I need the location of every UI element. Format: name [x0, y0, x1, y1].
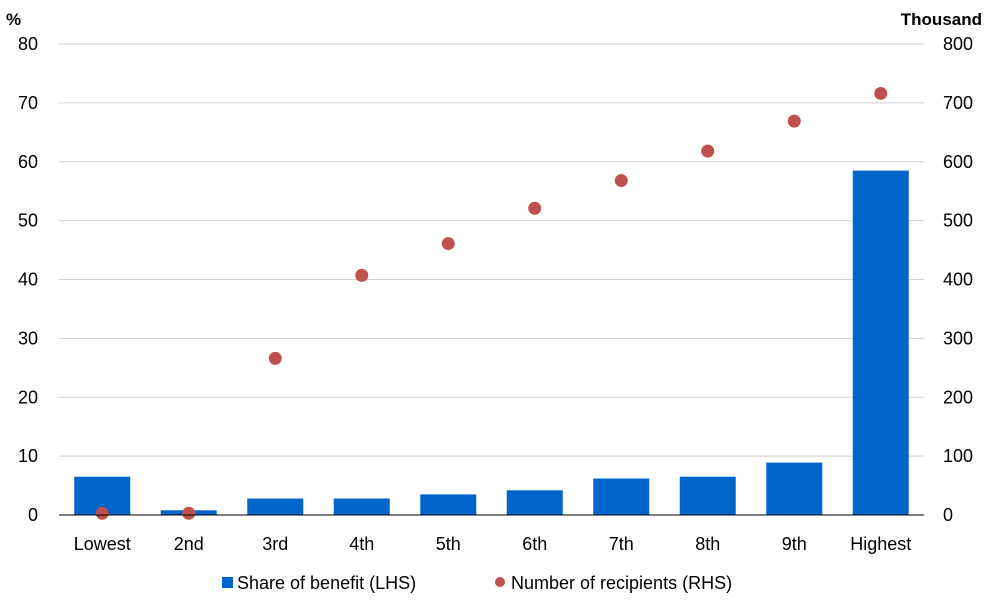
bar-series	[74, 170, 909, 516]
legend: Share of benefit (LHS) Number of recipie…	[222, 573, 732, 593]
x-tick-label: 5th	[436, 534, 461, 554]
data-point	[787, 114, 801, 128]
left-tick-label: 10	[18, 446, 38, 466]
bar	[679, 476, 736, 515]
bar	[333, 498, 390, 515]
data-point	[95, 506, 109, 520]
left-tick-label: 20	[18, 387, 38, 407]
data-point	[614, 174, 628, 188]
data-point	[874, 86, 888, 100]
bar	[766, 462, 823, 515]
x-tick-label: 3rd	[262, 534, 288, 554]
legend-dot-label: Number of recipients (RHS)	[511, 573, 732, 593]
bar	[852, 170, 909, 516]
x-tick-label: Highest	[850, 534, 911, 554]
right-axis-unit-label: Thousand	[901, 10, 982, 29]
legend-bar-label: Share of benefit (LHS)	[237, 573, 416, 593]
data-point	[441, 237, 455, 251]
bar	[247, 498, 304, 515]
x-tick-label: 6th	[522, 534, 547, 554]
bar	[506, 490, 563, 515]
x-axis-ticks: Lowest 2nd 3rd 4th 5th 6th 7th 8th 9th Highest	[74, 534, 912, 554]
right-tick-label: 500	[943, 211, 973, 231]
left-tick-label: 50	[18, 211, 38, 231]
right-tick-label: 100	[943, 446, 973, 466]
x-tick-label: 4th	[349, 534, 374, 554]
legend-bar-swatch	[222, 577, 233, 588]
left-tick-label: 80	[18, 34, 38, 54]
right-tick-label: 600	[943, 152, 973, 172]
scatter-series	[95, 86, 888, 520]
left-tick-label: 0	[28, 505, 38, 525]
x-tick-label: 2nd	[174, 534, 204, 554]
left-tick-label: 30	[18, 328, 38, 348]
data-point	[355, 268, 369, 282]
right-tick-label: 200	[943, 387, 973, 407]
x-tick-label: Lowest	[74, 534, 131, 554]
x-tick-label: 9th	[782, 534, 807, 554]
bar	[420, 494, 477, 515]
gridlines	[59, 43, 924, 457]
x-tick-label: 7th	[609, 534, 634, 554]
left-tick-label: 70	[18, 93, 38, 113]
data-point	[182, 506, 196, 520]
left-axis-ticks: 0 10 20 30 40 50 60 70 80	[18, 34, 38, 525]
data-point	[268, 351, 282, 365]
right-tick-label: 400	[943, 270, 973, 290]
bar	[593, 478, 650, 515]
right-tick-label: 300	[943, 328, 973, 348]
left-tick-label: 60	[18, 152, 38, 172]
right-tick-label: 0	[943, 505, 953, 525]
data-point	[701, 144, 715, 158]
data-point	[528, 201, 542, 215]
right-tick-label: 800	[943, 34, 973, 54]
right-tick-label: 700	[943, 93, 973, 113]
right-axis-ticks: 0 100 200 300 400 500 600 700 800	[943, 34, 973, 525]
left-axis-unit-label: %	[6, 10, 21, 29]
x-tick-label: 8th	[695, 534, 720, 554]
legend-dot-swatch	[495, 577, 505, 587]
left-tick-label: 40	[18, 270, 38, 290]
